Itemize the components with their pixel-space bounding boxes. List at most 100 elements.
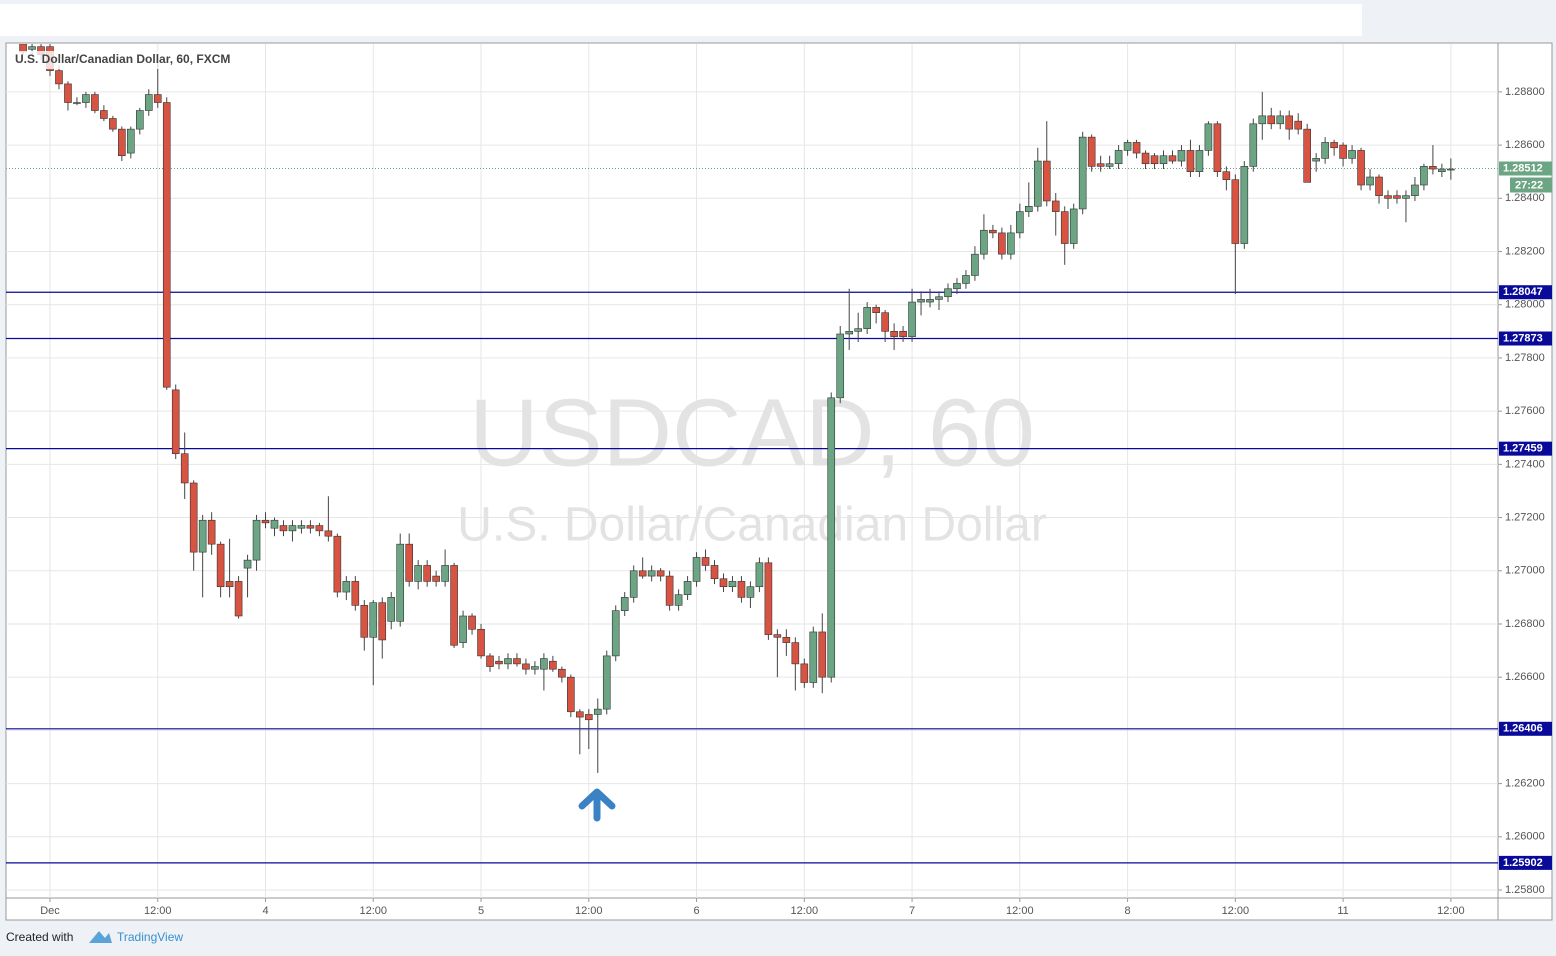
candle-body [584, 714, 593, 721]
chart-frame [5, 42, 1553, 921]
candle-body [342, 581, 351, 593]
candle-body [917, 299, 925, 303]
candle-body [1177, 150, 1186, 162]
candle-body [1339, 144, 1347, 159]
footer-brand[interactable]: TradingView [117, 930, 183, 944]
candle-body [764, 562, 773, 635]
levels [6, 168, 1498, 864]
candle-body [719, 578, 728, 588]
candle-body [576, 711, 584, 718]
candle-body [1033, 160, 1042, 207]
candle-body [1366, 176, 1374, 186]
candle-body [683, 581, 692, 596]
candle-body [1312, 158, 1320, 162]
candle-body [1249, 123, 1258, 167]
x-tick-label: 4 [262, 905, 268, 917]
candle-body [100, 110, 108, 119]
candle-body [1204, 123, 1213, 151]
candle-body [836, 333, 845, 399]
x-tick-label: 12:00 [791, 905, 819, 917]
candle-body [162, 102, 171, 388]
candle-body [647, 570, 656, 577]
candle-body [656, 570, 665, 577]
candle-body [423, 565, 431, 582]
candle-body [872, 307, 880, 314]
candle-body [1150, 155, 1159, 165]
candles [19, 44, 1455, 773]
level-label-bg [1499, 721, 1552, 736]
y-tick-label: 1.28200 [1505, 245, 1545, 257]
candle-body [692, 557, 701, 582]
candle-body [899, 331, 907, 337]
candle-body [432, 575, 440, 582]
candle-body [477, 628, 485, 657]
candle-body [1447, 168, 1455, 171]
candle-body [189, 482, 198, 553]
watermark-subtitle: U.S. Dollar/Canadian Dollar [457, 499, 1047, 552]
y-tick-label: 1.27600 [1505, 405, 1545, 417]
level-label: 1.27459 [1503, 443, 1543, 455]
y-tick-label: 1.27000 [1505, 565, 1545, 577]
candle-body [800, 663, 809, 683]
title-bg [12, 51, 242, 69]
candle-body [324, 530, 333, 537]
watermark: USDCAD, 60 [469, 379, 1035, 486]
grid [6, 44, 1498, 898]
candle-body [91, 94, 99, 111]
level-label-bg [1499, 331, 1552, 346]
candle-body [540, 658, 548, 670]
candle-body [153, 94, 162, 103]
candle-body [1025, 205, 1033, 212]
candle-body [953, 283, 961, 290]
candle-body [1240, 166, 1249, 244]
chart-title: U.S. Dollar/Canadian Dollar, 60, FXCM [15, 52, 230, 66]
arrow-up [578, 788, 616, 822]
countdown: 27:22 [1515, 179, 1543, 191]
axes: 1.258001.260001.262001.264001.266001.268… [40, 86, 1552, 917]
candle-body [1231, 179, 1240, 244]
candle-body [674, 594, 683, 606]
candle-body [1051, 200, 1060, 212]
candle-body [1321, 142, 1329, 159]
level-label-bg [1499, 855, 1552, 870]
y-tick-label: 1.28800 [1505, 86, 1545, 98]
candle-body [513, 658, 521, 665]
candle-body [1375, 176, 1383, 196]
candle-body [1222, 171, 1231, 180]
candle-body [809, 631, 818, 683]
x-tick-label: 8 [1125, 905, 1131, 917]
top-panel [0, 4, 1362, 36]
candle-body [82, 94, 90, 103]
y-tick-label: 1.27400 [1505, 458, 1545, 470]
candle-body [998, 232, 1006, 255]
candle-body [243, 559, 252, 569]
candle-body [1087, 136, 1096, 167]
candle-body [531, 666, 539, 670]
level-label: 1.26406 [1503, 723, 1543, 735]
candle-body [55, 70, 63, 85]
candle-body [854, 328, 862, 332]
candle-body [207, 519, 216, 545]
y-tick-label: 1.26800 [1505, 618, 1545, 630]
candle-body [252, 519, 261, 561]
candle-body [1429, 166, 1437, 170]
candle-body [1195, 150, 1204, 173]
candle-body [1393, 195, 1401, 199]
candle-body [1096, 163, 1105, 167]
candle-body [1357, 150, 1365, 186]
candle-body [144, 94, 153, 111]
candle-body [665, 575, 674, 606]
y-tick-label: 1.26200 [1505, 778, 1545, 790]
candle-body [1159, 155, 1168, 165]
candle-body [261, 519, 270, 524]
candle-body [1402, 195, 1410, 199]
candle-body [333, 535, 342, 593]
candle-body [315, 525, 324, 532]
candle-body [1267, 115, 1276, 125]
x-tick-label: 11 [1337, 905, 1348, 917]
candle-body [234, 581, 243, 617]
tradingview-logo [89, 931, 112, 943]
candle-body [486, 655, 494, 667]
x-tick-label: 6 [693, 905, 699, 917]
candle-body [19, 44, 27, 53]
